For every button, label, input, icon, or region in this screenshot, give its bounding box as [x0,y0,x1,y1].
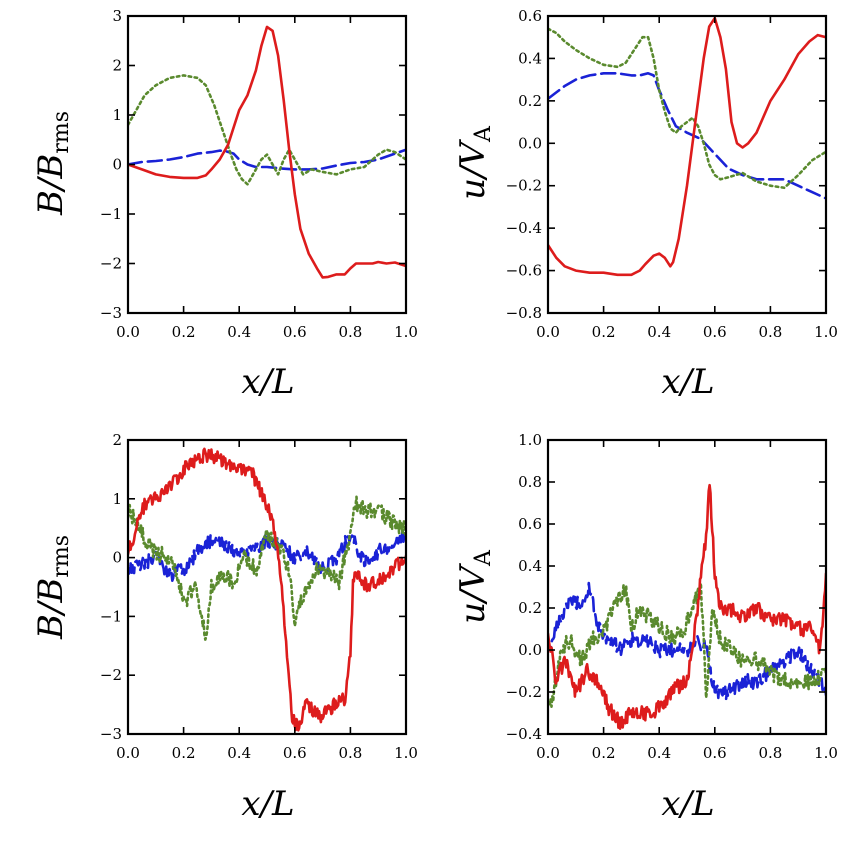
axes-frame [126,14,408,315]
series-line-dotted [548,27,826,190]
y-tick-label: −2 [100,255,122,273]
axes-frame [126,438,408,736]
y-tick-label: −3 [100,304,122,322]
subplot-top-left: 0.0 0.2 0.4 0.6 0.8 1.0 −3 −2 −1 0 1 2 3 x/L B/Brms [31,7,418,402]
y-tick-label: −1 [100,607,122,625]
y-tick-label: −0.2 [506,683,542,701]
x-tick-label: 1.0 [814,323,838,341]
x-tick-label: 0.6 [703,323,727,341]
series-line-dashed [548,581,826,701]
axes-frame [546,14,828,315]
y-tick-label: 0.4 [518,49,542,67]
series-line-solid [548,16,826,277]
y-axis-label-main: u/V [453,563,493,624]
x-tick-label: 0.0 [116,744,140,762]
y-axis-label-subscript: rms [49,111,74,154]
y-axis-label-subscript: A [471,125,496,143]
series-line-solid [128,25,406,279]
y-tick-label: −1 [100,205,122,223]
y-tick-label: 0.2 [518,92,542,110]
y-tick-label: 0.6 [518,515,542,533]
axis-ticks: 0.0 0.2 0.4 0.6 0.8 1.0 −0.4 −0.2 0.0 0.2 0.4 0.6 0.… [506,431,838,762]
y-tick-label: 1 [112,106,122,124]
subplot-bottom-left: 0.0 0.2 0.4 0.6 0.8 1.0 −3 −2 −1 0 1 2 x/L B/Brms [31,431,418,824]
y-tick-label: 0.6 [518,7,542,25]
series-line-dotted [548,581,826,708]
y-tick-label: −0.4 [506,219,542,237]
y-tick-label: −0.4 [506,725,542,743]
y-tick-label: 0.0 [518,641,542,659]
x-tick-label: 0.4 [647,323,671,341]
y-axis-label-main: B/B [31,578,71,640]
x-axis-label: x/L [661,784,714,824]
plot-area [548,16,826,277]
y-axis-label-subscript: A [471,549,496,567]
y-axis-label: B/Brms [31,111,74,216]
subplot-bottom-right: 0.0 0.2 0.4 0.6 0.8 1.0 −0.4 −0.2 0.0 0.2 0.4 0.6 0.… [453,431,838,824]
series-line-dotted [128,74,406,186]
y-tick-label: 0.0 [518,134,542,152]
axis-ticks: 0.0 0.2 0.4 0.6 0.8 1.0 −0.8 −0.6 −0.4 −0.2 0.0 0.2… [506,7,838,341]
y-tick-label: 0.4 [518,557,542,575]
axis-ticks: 0.0 0.2 0.4 0.6 0.8 1.0 −3 −2 −1 0 1 2 [100,431,418,762]
y-axis-label-subscript: rms [49,535,74,578]
plot-area [548,483,826,730]
series-line-dashed [548,72,826,200]
x-tick-label: 0.6 [703,744,727,762]
series-line-dotted [128,495,406,641]
series-line-solid [128,447,406,732]
y-tick-label: 0.2 [518,599,542,617]
plot-area [128,447,406,732]
x-tick-label: 0.2 [592,323,616,341]
plot-area [128,25,406,279]
x-tick-label: 0.0 [116,323,140,341]
series-line-dashed [128,148,406,171]
y-axis-label: B/Brms [31,535,74,640]
x-tick-label: 0.8 [758,744,782,762]
x-tick-label: 0.8 [758,323,782,341]
x-tick-label: 1.0 [814,744,838,762]
x-axis-label: x/L [241,362,294,402]
y-tick-label: 0 [112,156,122,174]
y-tick-label: 0 [112,549,122,567]
x-tick-label: 1.0 [394,323,418,341]
y-tick-label: 2 [112,57,122,75]
y-tick-label: −0.8 [506,304,542,322]
y-axis-label-main: u/V [453,139,493,200]
y-tick-label: 0.8 [518,473,542,491]
y-tick-label: −2 [100,666,122,684]
x-tick-label: 0.8 [338,323,362,341]
x-tick-label: 0.6 [283,323,307,341]
x-tick-label: 0.2 [172,323,196,341]
y-tick-label: 1 [112,490,122,508]
y-tick-label: 1.0 [518,431,542,449]
x-tick-label: 0.0 [536,744,560,762]
x-tick-label: 1.0 [394,744,418,762]
y-tick-label: −0.2 [506,177,542,195]
x-tick-label: 0.8 [338,744,362,762]
x-tick-label: 0.4 [227,744,251,762]
x-tick-label: 0.0 [536,323,560,341]
y-axis-label: u/VA [453,549,496,624]
series-line-solid [548,483,826,730]
axes-frame [546,438,828,736]
x-tick-label: 0.6 [283,744,307,762]
x-axis-label: x/L [661,362,714,402]
x-axis-label: x/L [241,784,294,824]
x-tick-label: 0.4 [227,323,251,341]
y-axis-label-main: B/B [31,154,71,216]
y-tick-label: 2 [112,431,122,449]
y-tick-label: 3 [112,7,122,25]
y-tick-label: −0.6 [506,262,542,280]
x-tick-label: 0.2 [592,744,616,762]
y-tick-label: −3 [100,725,122,743]
subplot-top-right: 0.0 0.2 0.4 0.6 0.8 1.0 −0.8 −0.6 −0.4 −0.2 0.0 0.2… [453,7,838,402]
x-tick-label: 0.4 [647,744,671,762]
axis-ticks: 0.0 0.2 0.4 0.6 0.8 1.0 −3 −2 −1 0 1 2 3 [100,7,418,341]
x-tick-label: 0.2 [172,744,196,762]
y-axis-label: u/VA [453,125,496,200]
